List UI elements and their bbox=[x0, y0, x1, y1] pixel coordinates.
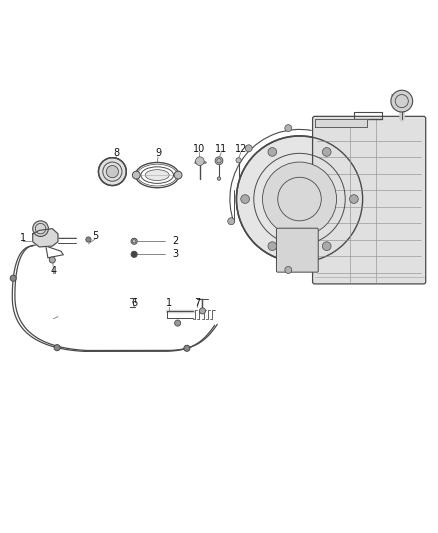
Circle shape bbox=[215, 157, 223, 165]
Circle shape bbox=[228, 218, 235, 225]
Circle shape bbox=[285, 266, 292, 273]
Circle shape bbox=[184, 345, 190, 351]
Polygon shape bbox=[315, 118, 367, 127]
Text: 5: 5 bbox=[92, 231, 98, 241]
Circle shape bbox=[241, 195, 250, 204]
Text: 9: 9 bbox=[155, 148, 161, 158]
Ellipse shape bbox=[145, 169, 169, 181]
Text: 3: 3 bbox=[173, 249, 179, 260]
Circle shape bbox=[262, 162, 336, 236]
Circle shape bbox=[268, 148, 277, 156]
Text: 8: 8 bbox=[113, 148, 120, 158]
Text: 4: 4 bbox=[50, 266, 57, 276]
Text: 10: 10 bbox=[193, 144, 205, 154]
Circle shape bbox=[236, 158, 241, 163]
Circle shape bbox=[322, 242, 331, 251]
Circle shape bbox=[322, 148, 331, 156]
Circle shape bbox=[54, 345, 60, 351]
FancyBboxPatch shape bbox=[276, 228, 318, 272]
Text: 7: 7 bbox=[194, 298, 200, 309]
Text: 2: 2 bbox=[172, 236, 179, 246]
Circle shape bbox=[285, 125, 292, 132]
Circle shape bbox=[217, 177, 221, 180]
Circle shape bbox=[131, 251, 137, 257]
Circle shape bbox=[237, 136, 363, 262]
Circle shape bbox=[131, 238, 137, 244]
FancyBboxPatch shape bbox=[313, 116, 426, 284]
Circle shape bbox=[268, 242, 277, 251]
Text: 1: 1 bbox=[166, 298, 172, 309]
Circle shape bbox=[245, 145, 252, 152]
Circle shape bbox=[199, 308, 205, 314]
Circle shape bbox=[86, 237, 91, 242]
Circle shape bbox=[195, 157, 204, 166]
Text: 1: 1 bbox=[20, 233, 26, 243]
Circle shape bbox=[175, 320, 181, 326]
Circle shape bbox=[10, 275, 16, 281]
Circle shape bbox=[99, 158, 126, 185]
Circle shape bbox=[132, 171, 140, 179]
Text: 11: 11 bbox=[215, 144, 227, 154]
Circle shape bbox=[49, 257, 55, 263]
Circle shape bbox=[33, 221, 48, 237]
Text: 12: 12 bbox=[235, 144, 247, 154]
Circle shape bbox=[350, 195, 358, 204]
Circle shape bbox=[174, 171, 182, 179]
Circle shape bbox=[391, 90, 413, 112]
Circle shape bbox=[106, 166, 118, 177]
Text: 6: 6 bbox=[131, 298, 137, 309]
Polygon shape bbox=[33, 229, 58, 247]
